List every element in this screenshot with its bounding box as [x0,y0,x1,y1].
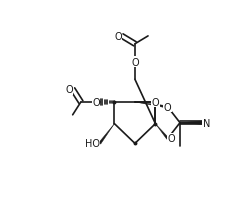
Polygon shape [155,124,169,140]
Text: O: O [114,32,122,42]
Text: O: O [151,97,159,107]
Polygon shape [99,124,114,144]
Polygon shape [180,121,203,125]
Text: O: O [65,85,73,95]
Text: O: O [164,102,172,112]
Text: N: N [203,118,210,128]
Text: O: O [168,134,175,144]
Text: O: O [92,97,100,107]
Text: O: O [131,57,139,67]
Text: HO: HO [85,139,100,149]
Polygon shape [135,102,168,109]
